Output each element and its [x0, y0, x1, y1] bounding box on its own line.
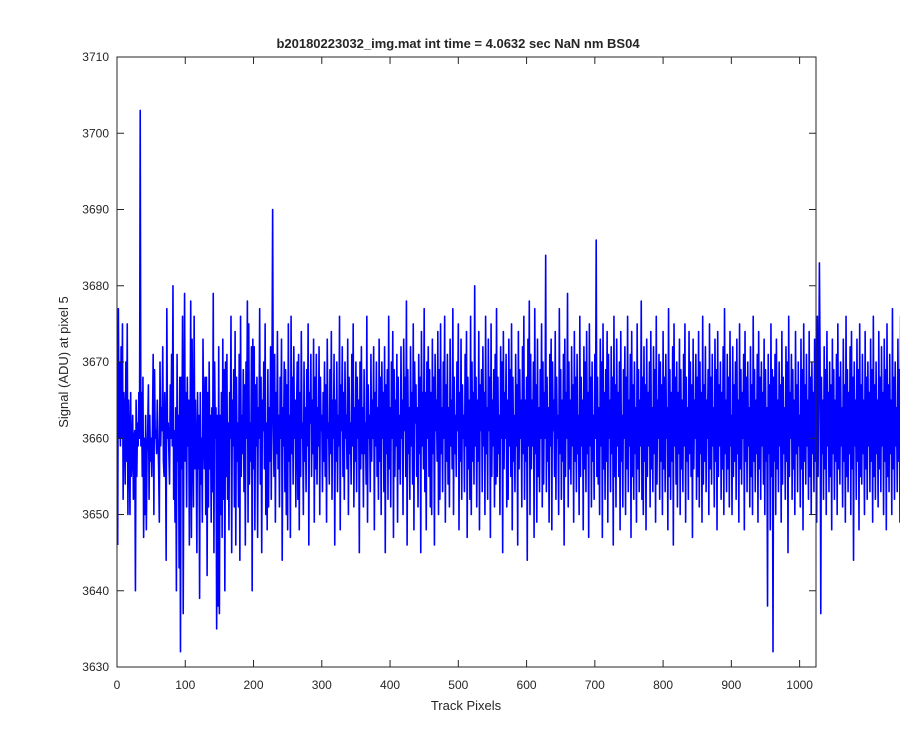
y-tick-label-3700: 3700 — [82, 126, 109, 140]
series-line-1 — [116, 109, 900, 653]
x-tick-label-700: 700 — [585, 678, 605, 692]
y-tick-label-3640: 3640 — [82, 584, 109, 598]
plot-title: b20180223032_img.mat int time = 4.0632 s… — [276, 36, 640, 51]
x-axis-title: Track Pixels — [431, 698, 502, 713]
x-tick-label-500: 500 — [448, 678, 468, 692]
x-tick-label-100: 100 — [175, 678, 195, 692]
x-tick-label-0: 0 — [114, 678, 121, 692]
x-tick-label-400: 400 — [380, 678, 400, 692]
series-layer — [116, 109, 900, 653]
y-tick-label-3710: 3710 — [82, 50, 109, 64]
y-axis-title: Signal (ADU) at pixel 5 — [56, 296, 71, 428]
y-tick-label-3670: 3670 — [82, 355, 109, 369]
x-tick-label-900: 900 — [721, 678, 741, 692]
x-tick-label-200: 200 — [244, 678, 264, 692]
x-axis: 0 100 200 300 400 500 600 700 800 900 1000 — [114, 57, 813, 692]
x-tick-label-300: 300 — [312, 678, 332, 692]
x-tick-label-1000: 1000 — [786, 678, 813, 692]
y-axis: 3630 3640 3650 3660 3670 3680 3690 3700 3710 — [82, 50, 816, 674]
x-tick-label-800: 800 — [653, 678, 673, 692]
y-tick-label-3690: 3690 — [82, 203, 109, 217]
y-tick-label-3630: 3630 — [82, 660, 109, 674]
y-tick-label-3650: 3650 — [82, 508, 109, 522]
x-tick-label-600: 600 — [517, 678, 537, 692]
y-tick-label-3680: 3680 — [82, 279, 109, 293]
y-tick-label-3660: 3660 — [82, 431, 109, 445]
